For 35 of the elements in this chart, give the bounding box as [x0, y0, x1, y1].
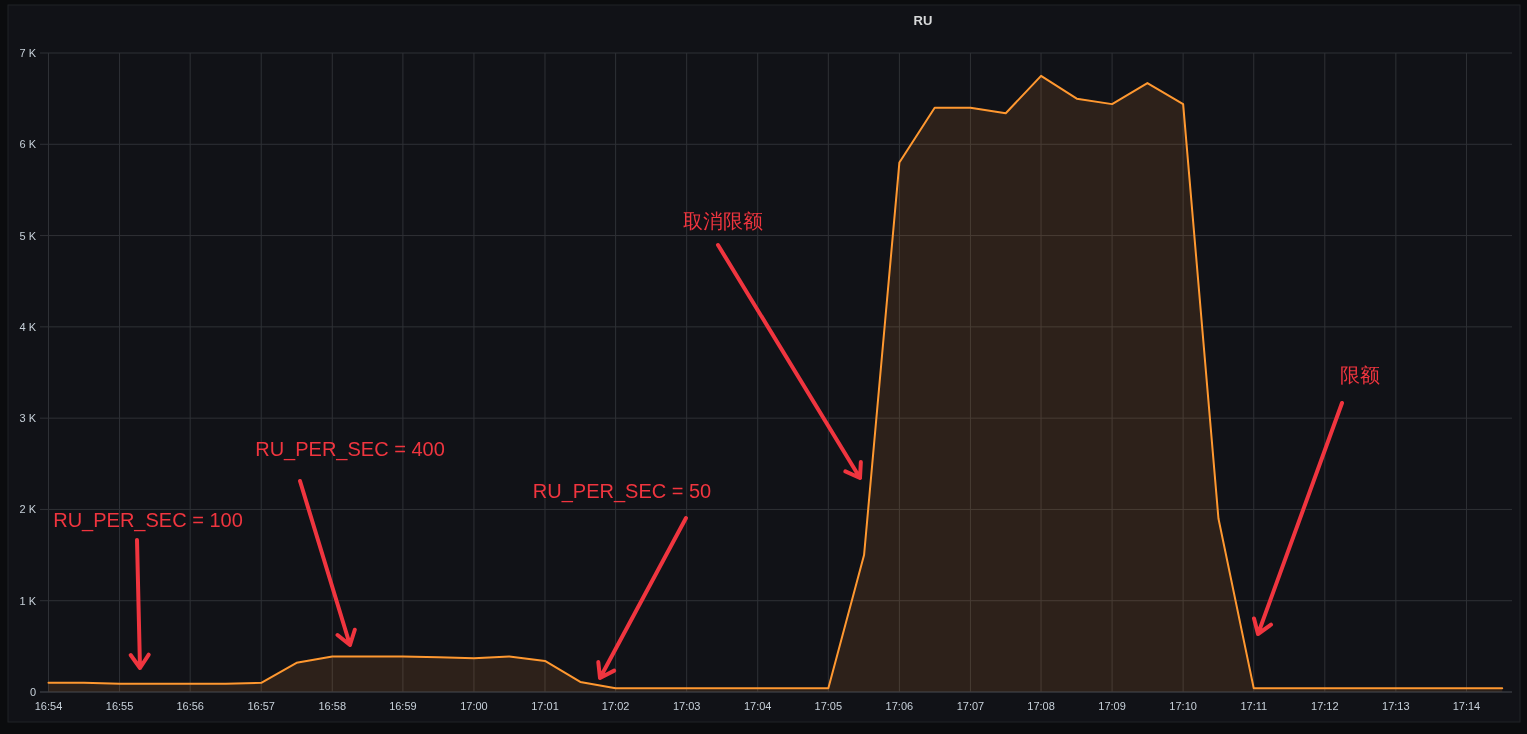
x-tick-label: 17:07 — [956, 700, 985, 712]
x-tick-label: 17:06 — [885, 700, 914, 712]
y-tick-label: 3 K — [19, 412, 37, 425]
x-tick-label: 16:58 — [318, 700, 347, 712]
annotation: RU_PER_SEC = 50 — [532, 480, 712, 503]
x-tick-label: 16:56 — [176, 700, 204, 712]
chart-title: RU — [913, 13, 933, 28]
annotation: 限额 — [1340, 364, 1380, 386]
x-tick-label: 17:14 — [1452, 700, 1481, 712]
y-tick-label: 5 K — [19, 229, 37, 242]
annotation: RU_PER_SEC = 400 — [255, 438, 445, 461]
annotation: RU_PER_SEC = 100 — [53, 509, 243, 532]
x-tick-label: 17:00 — [460, 700, 488, 712]
x-tick-label: 17:09 — [1098, 700, 1126, 712]
x-tick-label: 17:11 — [1240, 700, 1268, 712]
x-tick-label: 16:57 — [247, 700, 275, 712]
y-tick-label: 0 — [29, 686, 36, 698]
y-tick-label: 7 K — [19, 47, 37, 59]
x-tick-label: 17:05 — [814, 700, 843, 712]
x-tick-label: 17:04 — [743, 700, 772, 712]
x-tick-label: 17:13 — [1382, 700, 1410, 712]
x-tick-label: 16:59 — [389, 700, 417, 712]
x-tick-label: 16:54 — [34, 700, 63, 712]
x-tick-label: 17:08 — [1027, 700, 1055, 712]
annotation: 取消限额 — [683, 210, 763, 232]
x-tick-label: 17:03 — [672, 700, 701, 712]
y-tick-label: 2 K — [19, 503, 37, 516]
x-tick-label: 17:01 — [531, 700, 559, 712]
y-tick-label: 4 K — [19, 320, 37, 333]
x-tick-label: 17:02 — [601, 700, 630, 712]
y-tick-label: 6 K — [19, 138, 37, 151]
x-tick-label: 16:55 — [105, 700, 134, 712]
y-tick-label: 1 K — [19, 594, 37, 607]
x-tick-label: 17:10 — [1169, 700, 1197, 712]
x-tick-label: 17:12 — [1311, 700, 1339, 712]
